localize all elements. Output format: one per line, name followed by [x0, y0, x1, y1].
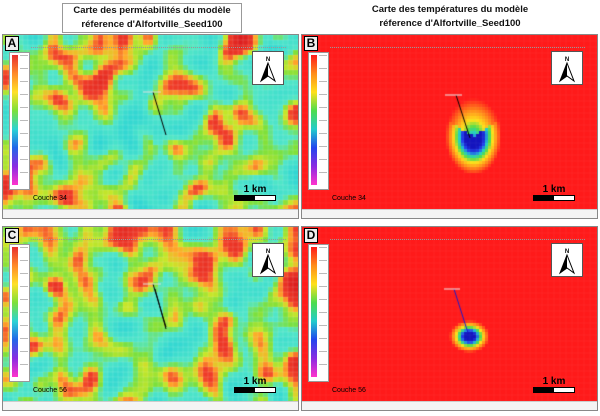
- colorbar-permeability: [9, 244, 30, 382]
- scale-bar: 1 km: [234, 184, 276, 201]
- north-arrow-icon: N: [551, 243, 583, 277]
- panel-footer: [3, 209, 298, 218]
- panel-footer: [302, 401, 597, 410]
- panel-c: C N Couche 56 1 km: [2, 226, 299, 411]
- colorbar-strip: [311, 247, 317, 377]
- scale-bar-graphic: [533, 387, 575, 393]
- temperature-map-d: [302, 227, 597, 410]
- layer-label: Couche 56: [332, 387, 366, 394]
- temperature-map-b: [302, 35, 597, 218]
- colorbar-ticks: [319, 247, 327, 377]
- colorbar-ticks: [20, 55, 28, 185]
- title-temperature-line1: Carte des températures du modèle: [371, 4, 529, 15]
- panel-a: A N Couche 34 1 km: [2, 34, 299, 219]
- permeability-map-a: [3, 35, 298, 218]
- permeability-map-c: [3, 227, 298, 410]
- panel-label: D: [304, 228, 318, 243]
- title-temperature: Carte des températures du modèle réferen…: [355, 3, 545, 31]
- colorbar-temperature: [308, 244, 329, 382]
- layer-label: Couche 56: [33, 387, 67, 394]
- scale-bar-graphic: [234, 387, 276, 393]
- title-permeability-line2: réference d'Alfortville_Seed100: [81, 19, 223, 30]
- colorbar-permeability: [9, 52, 30, 190]
- colorbar-temperature: [308, 52, 329, 190]
- layer-label: Couche 34: [33, 195, 67, 202]
- svg-text:N: N: [565, 249, 569, 255]
- colorbar-ticks: [20, 247, 28, 377]
- scale-bar-graphic: [533, 195, 575, 201]
- coordinate-axis: [31, 239, 286, 242]
- title-temperature-line2: réference d'Alfortville_Seed100: [379, 18, 521, 29]
- coordinate-axis: [330, 47, 585, 50]
- panel-footer: [302, 209, 597, 218]
- colorbar-strip: [311, 55, 317, 185]
- title-permeability-line1: Carte des perméabilités du modèle: [73, 5, 231, 16]
- scale-label: 1 km: [542, 184, 566, 195]
- title-permeability: Carte des perméabilités du modèle réfere…: [62, 3, 242, 33]
- panel-label: C: [5, 228, 19, 243]
- coordinate-axis: [330, 239, 585, 242]
- svg-text:N: N: [266, 249, 270, 255]
- colorbar-strip: [12, 55, 18, 185]
- north-arrow-icon: N: [252, 51, 284, 85]
- scale-label: 1 km: [243, 184, 267, 195]
- scale-bar-graphic: [234, 195, 276, 201]
- scale-bar: 1 km: [533, 184, 575, 201]
- colorbar-ticks: [319, 55, 327, 185]
- scale-label: 1 km: [243, 376, 267, 387]
- svg-text:N: N: [565, 57, 569, 63]
- scale-bar: 1 km: [533, 376, 575, 393]
- panel-d: D N Couche 56 1 km: [301, 226, 598, 411]
- north-arrow-icon: N: [252, 243, 284, 277]
- north-arrow-icon: N: [551, 51, 583, 85]
- panel-label: A: [5, 36, 19, 51]
- panel-b: B N Couche 34 1 km: [301, 34, 598, 219]
- colorbar-strip: [12, 247, 18, 377]
- panel-footer: [3, 401, 298, 410]
- layer-label: Couche 34: [332, 195, 366, 202]
- coordinate-axis: [31, 47, 286, 50]
- scale-label: 1 km: [542, 376, 566, 387]
- svg-text:N: N: [266, 57, 270, 63]
- scale-bar: 1 km: [234, 376, 276, 393]
- panel-label: B: [304, 36, 318, 51]
